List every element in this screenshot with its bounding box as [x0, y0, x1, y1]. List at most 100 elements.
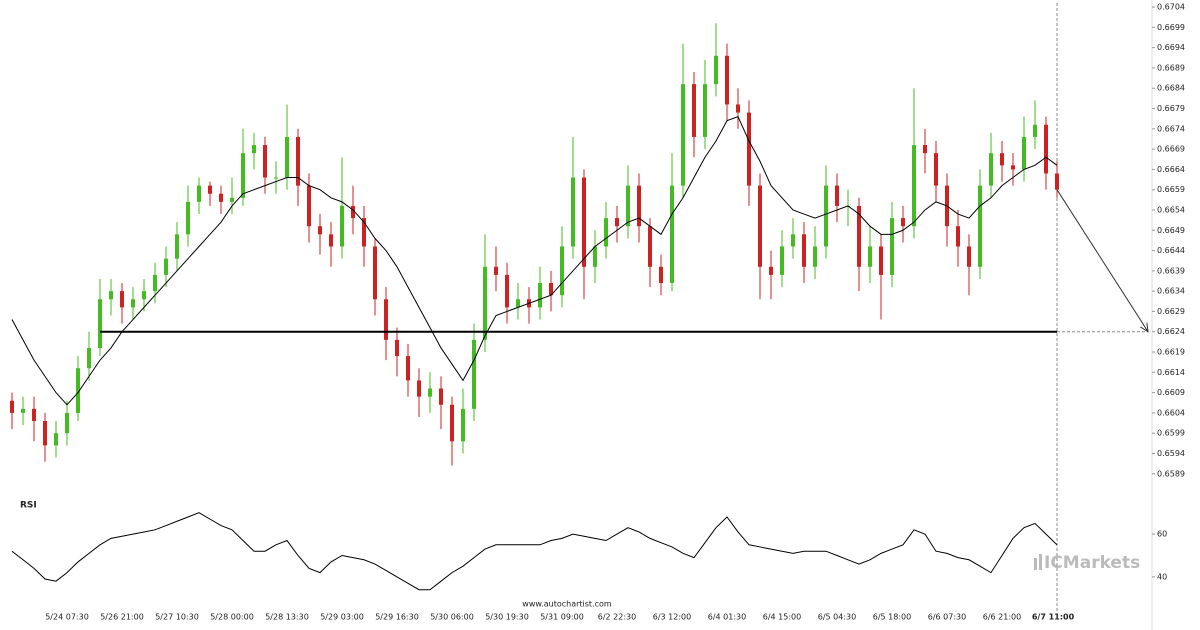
candle-body: [263, 145, 267, 178]
y-tick-label: 0.6699: [1157, 23, 1185, 32]
candle-body: [780, 246, 784, 275]
candle-body: [681, 84, 685, 186]
candle-body: [494, 266, 498, 275]
y-tick-label: 0.6634: [1157, 287, 1185, 296]
logo-icon: [1034, 554, 1042, 570]
candle-body: [659, 266, 663, 284]
x-tick-label: 6/2 22:30: [598, 613, 636, 622]
candle-body: [373, 246, 377, 300]
y-tick-label: 0.6674: [1157, 124, 1185, 133]
moving-average: [11, 116, 1058, 406]
candle-body: [384, 299, 388, 340]
candle-body: [472, 339, 476, 409]
candle-body: [296, 136, 300, 186]
candle-body: [208, 185, 212, 194]
candle-body: [186, 201, 190, 235]
candle-body: [857, 205, 861, 267]
candle-body: [241, 153, 245, 198]
candle-body: [329, 234, 333, 247]
candle-body: [318, 226, 322, 235]
candle-body: [516, 299, 520, 308]
candle-body: [21, 408, 25, 413]
candle-body: [802, 234, 806, 267]
arrow-head: [1140, 322, 1149, 333]
candle-body: [989, 153, 993, 186]
x-tick-label: 6/4 15:00: [763, 613, 801, 622]
x-tick-label: 5/27 10:30: [155, 613, 199, 622]
candle-body: [1033, 124, 1037, 137]
candle-body: [835, 185, 839, 206]
x-tick-label: 6/4 01:30: [708, 613, 746, 622]
candle-body: [219, 193, 223, 202]
x-tick-label: 5/24 07:30: [45, 613, 89, 622]
candle-body: [1044, 124, 1048, 174]
y-tick-label: 0.6669: [1157, 145, 1185, 154]
candle-body: [912, 145, 916, 227]
candle-body: [978, 185, 982, 267]
candle-body: [98, 299, 102, 348]
x-tick-label: 6/6 21:00: [983, 613, 1021, 622]
y-tick-label: 0.6619: [1157, 348, 1185, 357]
x-tick-label: 5/29 16:30: [375, 613, 419, 622]
candle-body: [351, 205, 355, 219]
candle-body: [791, 234, 795, 247]
y-tick-label: 0.6679: [1157, 104, 1185, 113]
x-tick-label: 6/6 07:30: [928, 613, 966, 622]
candle-body: [1000, 153, 1004, 166]
x-tick-label: 6/7 11:00: [1032, 613, 1075, 622]
candle-body: [923, 145, 927, 154]
candle-body: [153, 274, 157, 292]
candle-body: [395, 339, 399, 357]
candle-body: [197, 185, 201, 202]
y-tick-label: 0.6654: [1157, 205, 1185, 214]
candle-body: [714, 55, 718, 85]
y-tick-label: 0.6609: [1157, 388, 1185, 397]
y-tick-label: 0.6689: [1157, 63, 1185, 72]
candle-body: [131, 299, 135, 308]
candle-body: [670, 185, 674, 284]
y-tick-label: 0.6659: [1157, 185, 1185, 194]
candle-body: [890, 218, 894, 275]
candle-body: [879, 246, 883, 275]
candle-body: [505, 274, 509, 308]
y-tick-label: 0.6644: [1157, 246, 1185, 255]
candle-body: [604, 218, 608, 247]
x-tick-label: 5/30 19:30: [485, 613, 529, 622]
rsi-y-tick-label: 40: [1157, 572, 1167, 581]
x-tick-label: 6/3 12:00: [653, 613, 691, 622]
candle-body: [648, 226, 652, 267]
candle-body: [87, 347, 91, 369]
candle-body: [483, 266, 487, 340]
y-tick-label: 0.6694: [1157, 43, 1185, 52]
candle-body: [230, 197, 234, 202]
y-tick-label: 0.6599: [1157, 429, 1185, 438]
candle-body: [637, 185, 641, 227]
candle-body: [549, 283, 553, 296]
candle-body: [417, 380, 421, 397]
candle-body: [428, 388, 432, 397]
candle-body: [461, 408, 465, 442]
y-tick-label: 0.6604: [1157, 408, 1185, 417]
candle-body: [560, 246, 564, 296]
candle-body: [76, 368, 80, 413]
candle-body: [65, 412, 69, 434]
logo: ICMarkets: [1044, 553, 1140, 573]
y-tick-label: 0.6664: [1157, 165, 1185, 174]
candle-body: [32, 408, 36, 422]
candle-body: [1055, 173, 1059, 190]
y-tick-label: 0.6594: [1157, 449, 1185, 458]
candle-body: [571, 177, 575, 247]
candle-body: [593, 246, 597, 267]
candle-body: [626, 185, 630, 227]
candle-body: [692, 84, 696, 137]
candle-body: [109, 291, 113, 300]
candle-body: [450, 404, 454, 442]
candle-body: [736, 104, 740, 113]
candle-body: [120, 291, 124, 308]
candle-body: [582, 177, 586, 267]
x-tick-label: 6/5 04:30: [818, 613, 856, 622]
x-tick-label: 6/5 18:00: [873, 613, 911, 622]
candle-body: [769, 266, 773, 275]
x-tick-label: 5/26 21:00: [100, 613, 144, 622]
